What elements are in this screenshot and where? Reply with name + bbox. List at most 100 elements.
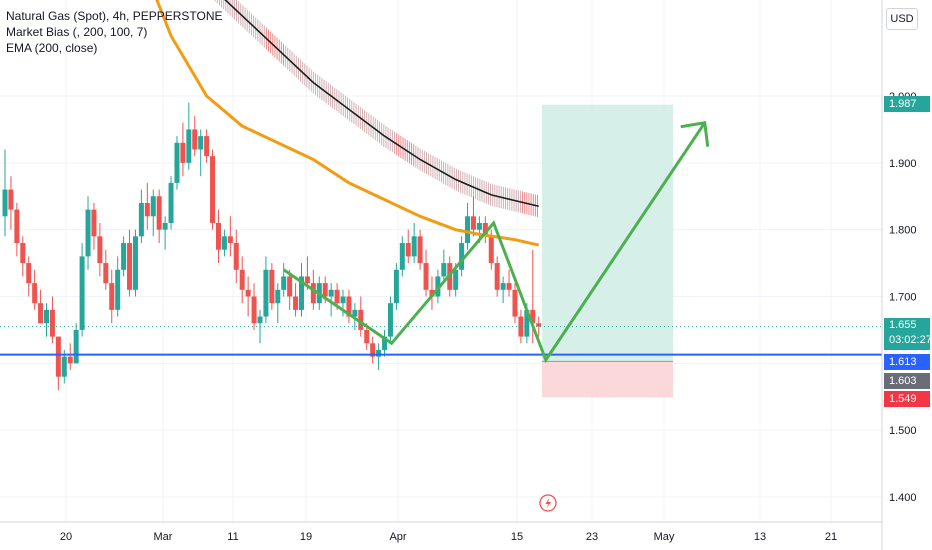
- candle-body: [275, 289, 281, 304]
- last-price-value: 1.655: [889, 319, 917, 331]
- loss-zone: [542, 361, 673, 398]
- lightning-bolt-icon: [545, 497, 551, 509]
- candle-body: [257, 316, 263, 324]
- time-tick-label: 20: [60, 531, 72, 543]
- candle-body: [38, 303, 44, 324]
- candle-body: [61, 356, 67, 377]
- candlestick-series: [2, 102, 542, 391]
- candle-body: [79, 256, 85, 330]
- time-tick-label: 19: [300, 531, 312, 543]
- candle-body: [186, 129, 192, 163]
- candle-body: [358, 309, 364, 330]
- candle-body: [263, 269, 269, 317]
- candle-body: [304, 276, 310, 284]
- candle-body: [127, 243, 133, 290]
- candle-body: [44, 309, 50, 324]
- candle-body: [198, 136, 204, 150]
- candle-body: [210, 156, 216, 223]
- bias-center-line: [224, 0, 539, 208]
- candle-body: [399, 243, 405, 270]
- candle-body: [138, 202, 144, 237]
- candle-body: [512, 289, 518, 317]
- candle-body: [281, 276, 287, 290]
- chart-legend: Natural Gas (Spot), 4h, PEPPERSTONE Mark…: [6, 8, 223, 56]
- lightning-event-icon[interactable]: [539, 494, 557, 512]
- profit-zone: [542, 104, 673, 362]
- currency-badge[interactable]: USD: [886, 8, 918, 30]
- candle-body: [97, 236, 103, 264]
- ema-line: [155, 0, 540, 247]
- candle-body: [299, 276, 304, 310]
- candle-body: [334, 289, 340, 304]
- arrow-head: [680, 120, 710, 147]
- target-price-tag: 1.987: [884, 96, 930, 112]
- price-tick-label: 1.700: [889, 292, 917, 304]
- candle-body: [500, 283, 506, 290]
- bar-countdown: 03:02:27: [889, 334, 932, 346]
- candle-body: [192, 129, 198, 150]
- price-tick-label: 1.400: [889, 492, 917, 504]
- candle-body: [387, 303, 393, 337]
- candle-body: [221, 236, 227, 250]
- time-tick-label: 13: [754, 531, 766, 543]
- time-tick-label: 11: [227, 531, 238, 543]
- candle-body: [103, 263, 109, 284]
- candle-body: [494, 263, 500, 290]
- indicator-market-bias[interactable]: Market Bias (, 200, 100, 7): [6, 25, 148, 39]
- candle-body: [121, 243, 127, 270]
- candle-body: [174, 142, 180, 183]
- time-tick-label: May: [654, 531, 675, 543]
- market-bias-band: [214, 0, 539, 217]
- candle-body: [376, 349, 382, 357]
- candle-body: [32, 283, 38, 304]
- candle-body: [506, 283, 512, 290]
- candle-body: [20, 243, 26, 264]
- support-price-tag: 1.613: [884, 354, 930, 370]
- candle-body: [352, 309, 358, 317]
- candle-body: [287, 276, 293, 297]
- candle-body: [411, 236, 417, 257]
- candle-body: [482, 222, 488, 237]
- candle-body: [370, 343, 376, 357]
- candle-body: [49, 309, 55, 337]
- candle-body: [91, 209, 97, 237]
- candle-body: [405, 243, 411, 257]
- indicator-ema[interactable]: EMA (200, close): [6, 41, 98, 55]
- candle-body: [423, 263, 429, 290]
- time-axis: 20 Mar 11 19 Apr 15 23 May 13 21: [0, 521, 882, 543]
- candle-body: [168, 182, 174, 223]
- time-tick-label: 23: [586, 531, 598, 543]
- candle-body: [115, 269, 121, 310]
- candle-body: [293, 296, 299, 310]
- price-tick-label: 1.900: [889, 158, 917, 170]
- candle-body: [162, 222, 168, 230]
- time-tick-label: Apr: [389, 531, 406, 543]
- price-tick-label: 1.500: [889, 425, 917, 437]
- candle-body: [429, 289, 435, 297]
- symbol-title[interactable]: Natural Gas (Spot), 4h, PEPPERSTONE: [6, 9, 223, 23]
- candle-body: [156, 196, 162, 230]
- candle-body: [8, 189, 14, 210]
- candle-body: [310, 283, 316, 304]
- candle-body: [465, 216, 471, 244]
- candle-body: [180, 142, 186, 163]
- candle-body: [73, 329, 79, 364]
- chart-overlays: [0, 0, 882, 364]
- candle-body: [382, 336, 388, 350]
- time-tick-label: Mar: [154, 531, 173, 543]
- candle-body: [441, 263, 447, 277]
- candle-body: [524, 309, 530, 337]
- candle-body: [204, 136, 210, 157]
- last-price-tag: 1.655 03:02:27: [884, 318, 932, 350]
- candle-body: [251, 296, 257, 324]
- price-tick-label: 1.800: [889, 225, 917, 237]
- candle-body: [536, 323, 542, 327]
- candle-body: [530, 309, 536, 324]
- candle-body: [269, 269, 275, 304]
- position-zones: [542, 104, 673, 398]
- candle-body: [26, 263, 32, 284]
- candle-body: [150, 196, 156, 217]
- candle-body: [227, 236, 233, 244]
- candle-body: [346, 296, 352, 317]
